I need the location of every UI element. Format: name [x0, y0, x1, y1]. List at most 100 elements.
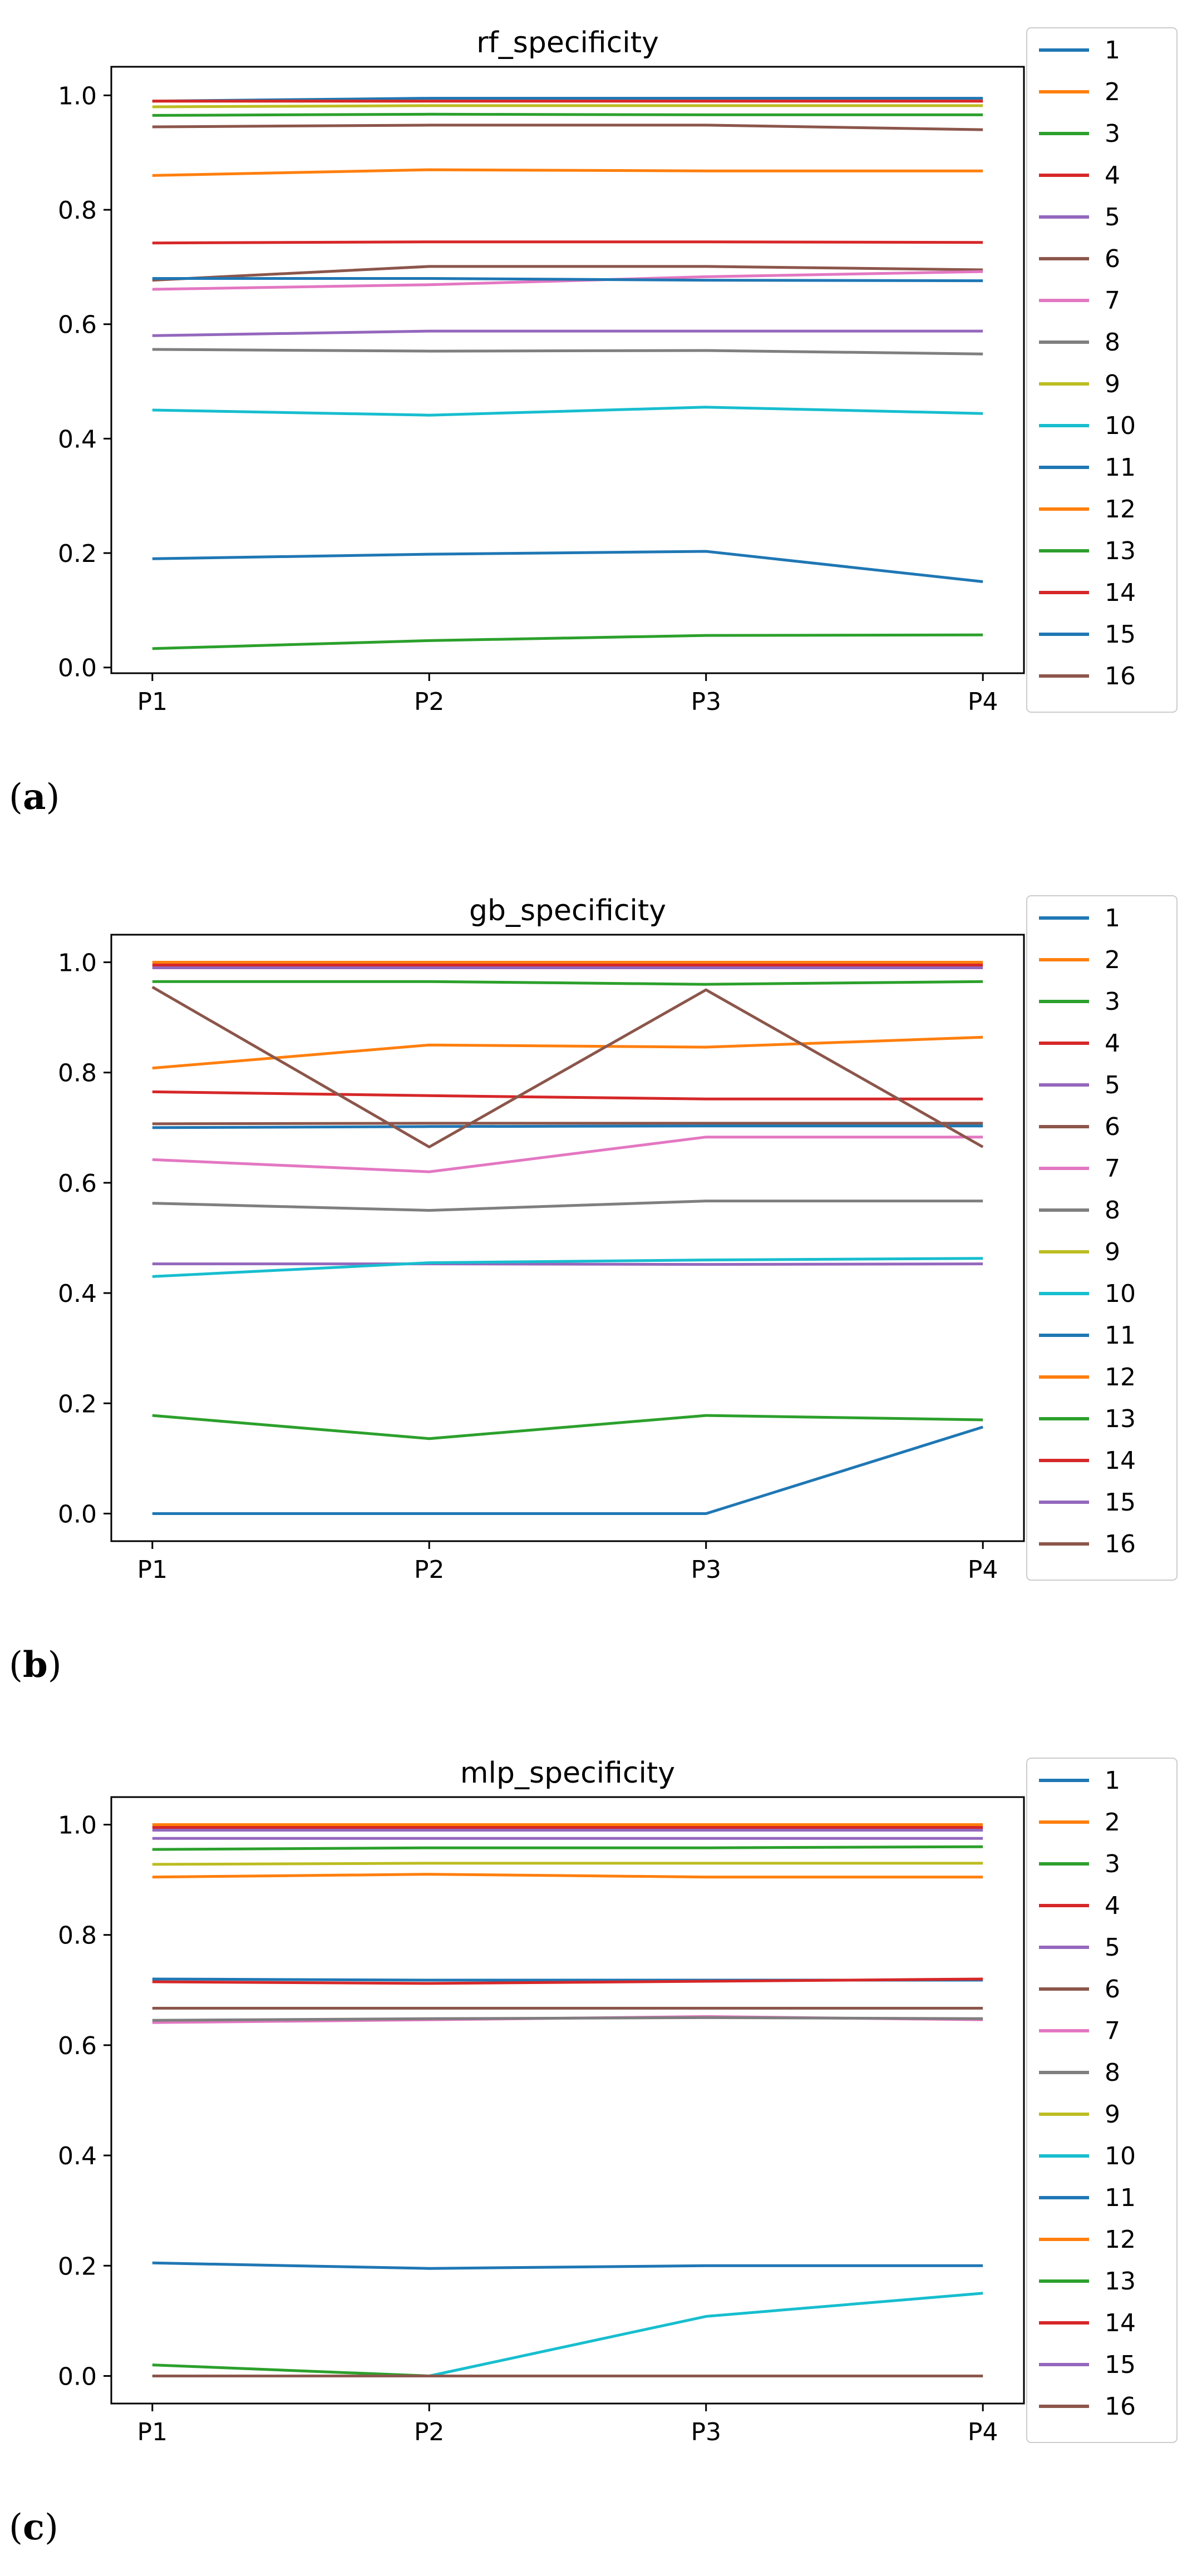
series-line-b-12 [152, 1035, 983, 1070]
chart-panel-a: rf_specificity 0.0 0.2 0.4 0.6 0.8 1.0 P1 P2 P3 P4… [58, 26, 1178, 716]
series-line-a-16 [152, 124, 983, 131]
legend-label-b-6: 6 [1105, 1113, 1120, 1141]
legend-label-b-11: 11 [1105, 1321, 1136, 1350]
legend-label-a-8: 8 [1105, 328, 1120, 357]
legend-label-c-10: 10 [1105, 2142, 1136, 2170]
series-line-b-4 [152, 1090, 983, 1101]
legend-label-a-11: 11 [1105, 453, 1136, 482]
legend-label-c-13: 13 [1105, 2267, 1136, 2296]
legend-label-c-6: 6 [1105, 1975, 1120, 2003]
x-tick-label-a: P2 [414, 688, 445, 716]
series-line-a-11 [152, 277, 983, 283]
x-tick-label-b: P4 [968, 1556, 998, 1584]
series-line-b-7 [152, 1136, 983, 1173]
y-tick-label-c: 0.4 [58, 2142, 97, 2170]
x-tick-label-a: P3 [691, 688, 721, 716]
y-tick-label-b: 0.8 [58, 1059, 97, 1088]
y-tick-label-c: 0.6 [58, 2032, 97, 2060]
x-tick-label-b: P1 [137, 1556, 168, 1584]
panel-label-c-letter: c [22, 2506, 45, 2548]
legend-label-c-11: 11 [1105, 2184, 1136, 2212]
series-line-b-10 [152, 1257, 983, 1278]
series-line-b-13 [152, 1414, 983, 1440]
panel-label-c: (c) [9, 2506, 58, 2548]
series-line-a-7 [152, 270, 983, 291]
legend-label-a-6: 6 [1105, 245, 1120, 273]
series-line-a-13 [152, 633, 983, 650]
legend-label-c-8: 8 [1105, 2059, 1120, 2087]
series-line-a-8 [152, 348, 983, 356]
plot-frame-a [110, 66, 1025, 674]
x-tick-label-c: P1 [137, 2418, 168, 2446]
series-line-b-3 [152, 980, 983, 986]
series-line-a-5 [152, 329, 983, 337]
legend-label-c-5: 5 [1105, 1933, 1120, 1962]
y-tick-label-c: 1.0 [58, 1812, 97, 1840]
series-line-b-16 [151, 985, 984, 1148]
chart-title-a: rf_specificity [476, 26, 659, 60]
legend-box-b [1026, 895, 1178, 1581]
series-line-c-14 [152, 1977, 983, 1985]
legend-label-c-16: 16 [1105, 2392, 1136, 2421]
legend-label-c-7: 7 [1105, 2017, 1120, 2045]
series-line-c-9 [152, 1862, 983, 1866]
x-tick-label-b: P2 [414, 1556, 445, 1584]
y-tick-label-a: 0.8 [58, 196, 97, 225]
series-line-a-12 [152, 168, 983, 177]
series-line-a-4 [152, 240, 983, 245]
legend-label-a-3: 3 [1105, 120, 1120, 148]
y-tick-label-c: 0.0 [58, 2362, 97, 2391]
x-tick-label-c: P2 [414, 2418, 445, 2446]
series-line-b-5 [152, 1262, 983, 1266]
y-tick-label-a: 0.0 [58, 654, 97, 683]
series-line-c-10 [152, 2292, 983, 2377]
legend-label-c-3: 3 [1105, 1850, 1120, 1878]
legend-label-b-8: 8 [1105, 1196, 1120, 1225]
legend-label-a-5: 5 [1105, 203, 1120, 231]
panel-label-a: (a) [9, 776, 60, 818]
y-tick-label-a: 1.0 [58, 82, 97, 110]
legend-label-c-9: 9 [1105, 2100, 1120, 2129]
y-tick-label-b: 0.2 [58, 1390, 97, 1418]
legend-label-a-15: 15 [1105, 620, 1136, 649]
x-tick-label-c: P3 [691, 2418, 721, 2446]
y-tick-label-a: 0.2 [58, 540, 97, 568]
series-line-c-3 [152, 1845, 983, 1851]
series-line-c-12 [152, 1873, 983, 1879]
series-line-a-10 [152, 406, 983, 417]
legend-label-a-12: 12 [1105, 495, 1136, 524]
y-tick-label-c: 0.2 [58, 2252, 97, 2281]
plot-frame-b [110, 934, 1025, 1542]
series-line-a-1 [152, 97, 983, 103]
legend-label-a-1: 1 [1105, 36, 1120, 65]
series-line-c-8 [152, 2016, 983, 2022]
x-tick-label-a: P1 [137, 688, 168, 716]
panel-label-b: (b) [9, 1644, 62, 1686]
legend-label-b-13: 13 [1105, 1405, 1136, 1433]
panel-label-a-letter: a [22, 776, 46, 818]
legend-label-b-3: 3 [1105, 988, 1120, 1016]
legend-label-b-7: 7 [1105, 1154, 1120, 1183]
y-tick-label-b: 1.0 [58, 949, 97, 978]
y-tick-label-b: 0.0 [58, 1500, 97, 1528]
series-line-c-1 [152, 2261, 983, 2270]
y-tick-label-c: 0.8 [58, 1922, 97, 1950]
y-tick-label-b: 0.6 [58, 1169, 97, 1198]
series-line-a-6 [152, 265, 983, 282]
legend-label-b-16: 16 [1105, 1530, 1136, 1558]
series-line-c-13 [152, 2363, 983, 2377]
x-tick-label-c: P4 [968, 2418, 998, 2446]
legend-box-a [1026, 27, 1178, 713]
y-tick-label-b: 0.4 [58, 1280, 97, 1308]
legend-label-b-5: 5 [1105, 1071, 1120, 1099]
panel-label-b-letter: b [22, 1644, 48, 1686]
series-line-a-9 [152, 104, 983, 108]
series-line-b-1 [152, 1425, 983, 1515]
chart-panel-c: mlp_specificity 0.0 0.2 0.4 0.6 0.8 1.0 P1 P2 P3 P… [58, 1756, 1178, 2446]
series-line-a-15 [152, 550, 983, 583]
legend-box-c [1026, 1758, 1178, 2443]
